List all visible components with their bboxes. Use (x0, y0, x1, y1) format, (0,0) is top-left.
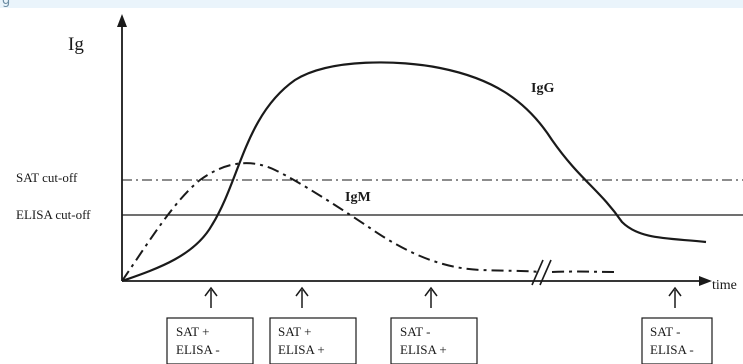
y-axis-label: Ig (68, 34, 84, 55)
stage-box-4 (641, 317, 713, 364)
igm-curve (121, 162, 541, 282)
stage-2-line1: SAT + (278, 324, 311, 339)
stage-box-3 (390, 317, 478, 364)
stage-1-line2: ELISA - (176, 342, 220, 357)
stage-4-line2: ELISA - (650, 342, 694, 357)
stage-box-2 (269, 317, 357, 364)
axis-break-mark-1 (531, 259, 544, 286)
header-fragment: g (2, 0, 11, 8)
elisa-cutoff-label: ELISA cut-off (16, 207, 91, 222)
stage-3-line2: ELISA + (400, 342, 447, 357)
stage-4-line1: SAT - (650, 324, 680, 339)
stage-arrow-1 (204, 286, 218, 308)
x-axis-arrowhead (699, 276, 712, 286)
top-strip: g (0, 0, 743, 8)
y-axis-arrowhead (117, 14, 127, 27)
stage-arrow-4 (668, 286, 682, 308)
sat-cutoff-label: SAT cut-off (16, 170, 78, 185)
axis-break-mark-2 (539, 259, 552, 286)
igm-label: IgM (345, 190, 371, 205)
stage-arrow-2 (295, 286, 309, 308)
stage-2-line2: ELISA + (278, 342, 325, 357)
igg-label: IgG (531, 81, 554, 96)
igg-curve (121, 61, 707, 283)
stage-box-1 (166, 317, 254, 364)
stage-3-line1: SAT - (400, 324, 430, 339)
stage-1-line1: SAT + (176, 324, 209, 339)
x-axis-label: time (712, 278, 737, 293)
stage-arrow-3 (424, 286, 438, 308)
